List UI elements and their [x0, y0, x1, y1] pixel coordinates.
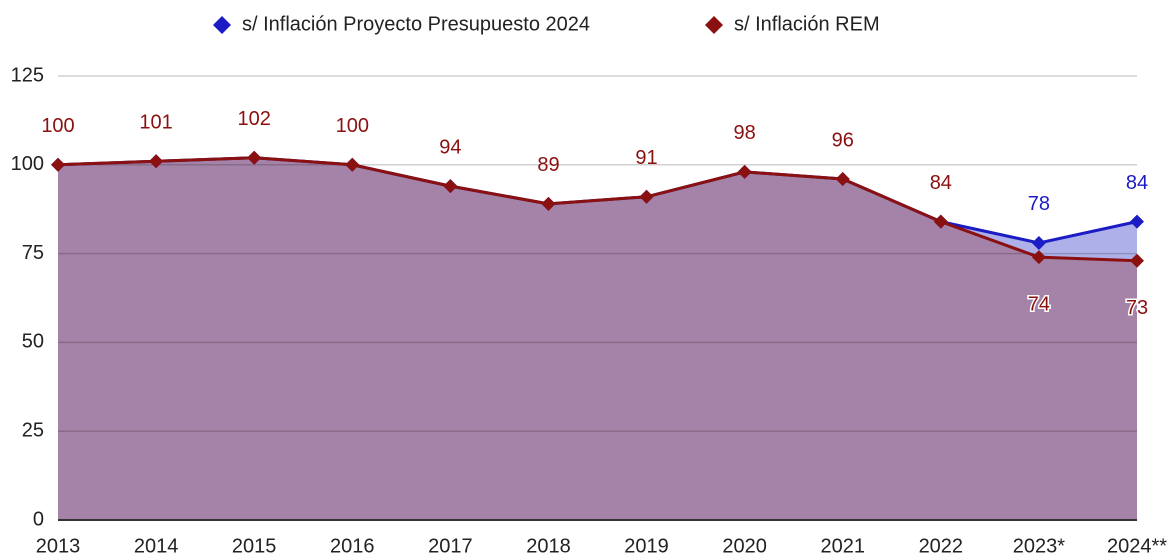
data-label: 96 — [832, 129, 854, 151]
data-label: 74 — [1028, 293, 1050, 315]
x-tick-label: 2023* — [1013, 535, 1065, 555]
data-label: 84 — [930, 172, 952, 194]
marker — [51, 157, 65, 172]
x-tick-label: 2017 — [428, 535, 473, 555]
data-label: 101 — [139, 112, 172, 134]
data-label: 100 — [336, 115, 369, 137]
marker — [541, 196, 556, 211]
x-tick-label: 2019 — [624, 535, 669, 555]
data-label: 84 — [1126, 172, 1148, 194]
legend-marker — [705, 16, 723, 34]
x-tick-label: 2024** — [1107, 535, 1167, 555]
data-label: 91 — [635, 147, 657, 169]
y-tick-label: 50 — [22, 331, 44, 353]
marker — [1031, 250, 1046, 265]
data-label: 94 — [439, 136, 461, 158]
x-tick-label: 2014 — [134, 535, 179, 555]
y-tick-label: 25 — [22, 419, 44, 441]
y-tick-label: 75 — [22, 242, 44, 264]
data-label: 100 — [41, 115, 74, 137]
data-label: 89 — [537, 154, 559, 176]
legend-marker — [213, 16, 231, 34]
marker — [149, 154, 164, 169]
x-tick-label: 2015 — [232, 535, 277, 555]
marker — [639, 189, 654, 204]
marker — [737, 164, 752, 179]
y-tick-label: 125 — [11, 64, 44, 86]
x-tick-label: 2016 — [330, 535, 375, 555]
marker — [345, 157, 360, 172]
y-tick-label: 0 — [33, 508, 44, 530]
x-tick-label: 2013 — [36, 535, 81, 555]
x-tick-label: 2020 — [722, 535, 767, 555]
area — [58, 157, 1137, 521]
marker — [835, 172, 850, 187]
y-tick-label: 100 — [11, 153, 44, 175]
data-label: 73 — [1126, 297, 1148, 319]
marker — [1130, 214, 1144, 229]
line — [57, 156, 1138, 263]
x-tick-label: 2022 — [919, 535, 964, 555]
legend-label: s/ Inflación Proyecto Presupuesto 2024 — [242, 13, 590, 35]
data-label: 98 — [734, 122, 756, 144]
x-tick-label: 2021 — [820, 535, 865, 555]
x-tick-label: 2018 — [526, 535, 571, 555]
marker — [933, 214, 948, 229]
marker — [1031, 235, 1046, 250]
marker — [443, 179, 458, 194]
legend-label: s/ Inflación REM — [734, 13, 880, 35]
marker — [1130, 253, 1144, 268]
data-label: 102 — [237, 108, 270, 130]
data-label: 78 — [1028, 193, 1050, 215]
marker — [247, 150, 262, 165]
